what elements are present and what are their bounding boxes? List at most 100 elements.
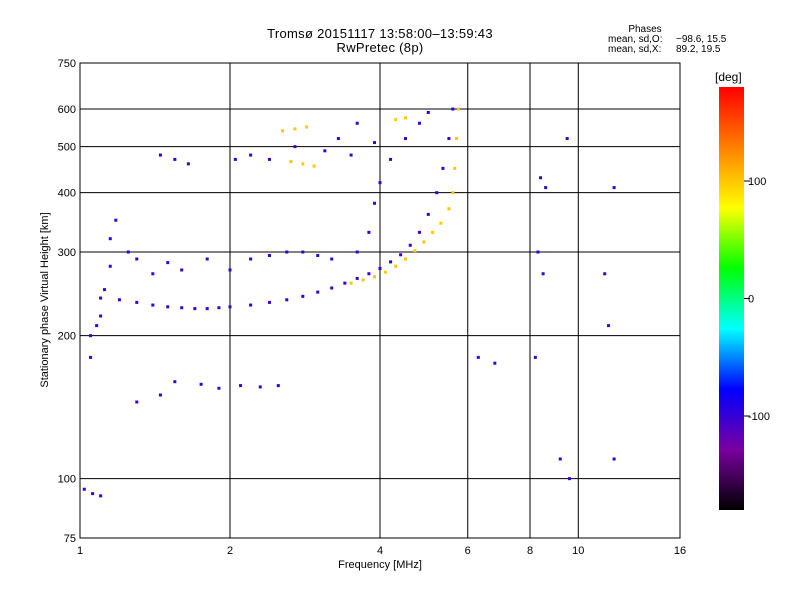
data-point [126,250,130,254]
data-point [389,157,393,161]
data-point [403,257,407,261]
data-point [417,230,421,234]
data-point [293,127,297,131]
chart-subtitle: RwPretec (8p) [336,40,424,55]
axis-layer: 1 2 4 6 8 10 16 75 100 200 300 400 500 600 750 [58,58,686,557]
data-point [367,272,371,276]
data-point [249,153,253,157]
grid-layer [80,63,680,538]
data-point [373,201,377,205]
data-point [166,305,170,309]
data-point [607,324,611,328]
data-point [378,266,382,270]
data-point [173,380,177,384]
data-point [276,384,280,388]
colorbar-tick-label: 0 [748,294,754,306]
phase-stats-o-label: mean, sd,O: [608,34,663,45]
data-point [455,137,459,141]
x-tick-label: 2 [227,545,233,557]
data-point [99,296,103,300]
phase-stats-x-label: mean, sd,X: [608,44,662,55]
data-point [343,281,347,285]
data-point [493,361,497,365]
data-point [441,166,445,170]
x-tick-label: 8 [527,545,533,557]
data-point [158,153,162,157]
data-point [117,298,121,302]
data-point [151,272,155,276]
data-point [89,334,93,338]
data-point [544,186,548,190]
data-point [233,157,237,161]
data-point [439,221,443,225]
data-point [408,243,412,247]
data-point [258,385,262,389]
data-point [451,107,455,111]
data-point [533,355,537,359]
data-point [349,281,353,285]
data-point [330,286,334,290]
data-point [447,137,451,141]
y-tick-label: 750 [58,58,76,70]
x-tick-label: 10 [572,545,584,557]
data-point [249,303,253,307]
data-point [91,492,95,496]
data-point [403,116,407,120]
data-point [285,250,289,254]
data-point [367,230,371,234]
data-point [316,290,320,294]
data-point [186,162,190,166]
data-point [558,457,562,461]
data-point [217,306,221,310]
plot-frame [79,62,681,539]
x-tick-label: 6 [465,545,471,557]
data-point [180,306,184,310]
data-point [135,400,139,404]
data-point [249,257,253,261]
data-point [151,303,155,307]
data-point [389,260,393,264]
y-tick-label: 500 [58,142,76,154]
data-point [349,153,353,157]
data-point [228,268,232,272]
data-point [453,166,457,170]
phase-stats-o-value: −98.6, 15.5 [676,34,727,45]
data-point [114,218,118,222]
data-point [383,270,387,274]
data-point [541,272,545,276]
data-point [373,275,377,279]
data-point [267,253,271,257]
data-point [451,191,455,195]
data-point [476,355,480,359]
data-point [281,129,285,133]
chart-title: Tromsø 20151117 13:58:00–13:59:43 [267,26,493,41]
data-point [103,288,107,292]
x-tick-label: 4 [377,545,383,557]
data-point [355,121,359,125]
data-point [301,162,305,166]
data-point [108,237,112,241]
data-point [539,176,543,180]
data-point [193,307,197,311]
data-point [205,307,209,311]
x-axis-label: Frequency [MHz] [338,559,422,571]
colorbar [719,87,744,510]
colorbar-ticks: 100 0 -100 [744,176,770,423]
data-point [99,494,103,498]
data-point [413,249,417,253]
data-point [301,250,305,254]
data-point [135,257,139,261]
data-point [135,300,139,304]
colorbar-unit-label: [deg] [715,70,742,84]
data-point [447,207,451,211]
data-point [95,324,99,328]
y-tick-label: 100 [58,474,76,486]
colorbar-tick-label: -100 [748,411,770,423]
data-point [373,141,377,145]
data-point [267,157,271,161]
data-point [108,264,112,268]
data-point [180,268,184,272]
data-point [536,250,540,254]
data-point [422,240,426,244]
data-point [336,137,340,141]
